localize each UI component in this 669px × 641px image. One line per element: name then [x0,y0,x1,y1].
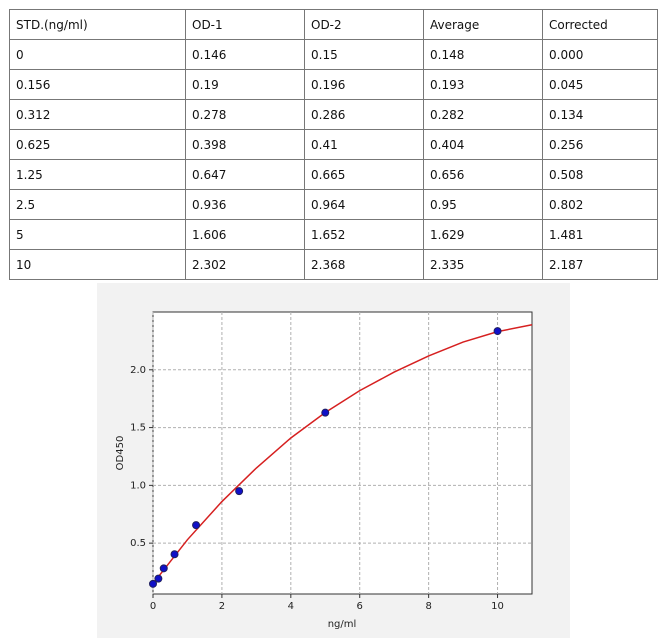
table-row: 10 2.302 2.368 2.335 2.187 [9,249,658,280]
x-axis-label: ng/ml [328,619,357,630]
table-header: STD.(ng/ml) OD-1 OD-2 Average Corrected [9,9,658,40]
table-cell: 0.282 [423,99,543,130]
y-tick-label: 1.5 [130,423,146,434]
x-tick-label: 2 [219,601,225,612]
table-cell: 0.802 [542,189,658,220]
table-row: 5 1.606 1.652 1.629 1.481 [9,219,658,250]
table-cell: 2.302 [185,249,305,280]
table-row: 0.312 0.278 0.286 0.282 0.134 [9,99,658,130]
data-point [321,408,330,417]
table-cell: OD-1 [185,9,305,40]
fit-curve [152,323,533,585]
x-tick-label: 4 [288,601,294,612]
table-cell: 0.286 [304,99,424,130]
plot-area [152,311,533,595]
table-cell: STD.(ng/ml) [9,9,186,40]
x-tick-label: 6 [357,601,363,612]
y-axis-label: OD450 [115,436,126,471]
table-cell: 2.5 [9,189,186,220]
table-cell: 2.187 [542,249,658,280]
data-point [170,550,179,559]
table-cell: Corrected [542,9,658,40]
x-tick-label: 10 [491,601,504,612]
table-cell: 2.335 [423,249,543,280]
table-cell: 0.15 [304,39,424,70]
data-point [192,521,201,530]
table-cell: 0.404 [423,129,543,160]
table-row: 0 0.146 0.15 0.148 0.000 [9,39,658,70]
table-cell: 10 [9,249,186,280]
table-cell: 0.398 [185,129,305,160]
table-cell: 0.193 [423,69,543,100]
table-cell: 0.196 [304,69,424,100]
table-cell: 0.656 [423,159,543,190]
y-tick-label: 0.5 [130,538,146,549]
data-point [159,564,168,573]
data-point [149,579,157,588]
table-cell: 1.652 [304,219,424,250]
table-cell: 1.481 [542,219,658,250]
table-cell: 0.647 [185,159,305,190]
y-tick-label: 2.0 [130,365,146,376]
data-point [493,327,502,336]
x-tick-label: 8 [425,601,431,612]
data-point [154,574,163,583]
data-point [235,487,244,496]
y-tick-label: 1.0 [130,480,146,491]
table-cell: 2.368 [304,249,424,280]
table-cell: 0.312 [9,99,186,130]
x-tick-label: 0 [150,601,156,612]
table-cell: Average [423,9,543,40]
data-table: STD.(ng/ml) OD-1 OD-2 Average Corrected 0 0.14… [9,9,658,280]
table-cell: 0.146 [185,39,305,70]
table-cell: 0.508 [542,159,658,190]
